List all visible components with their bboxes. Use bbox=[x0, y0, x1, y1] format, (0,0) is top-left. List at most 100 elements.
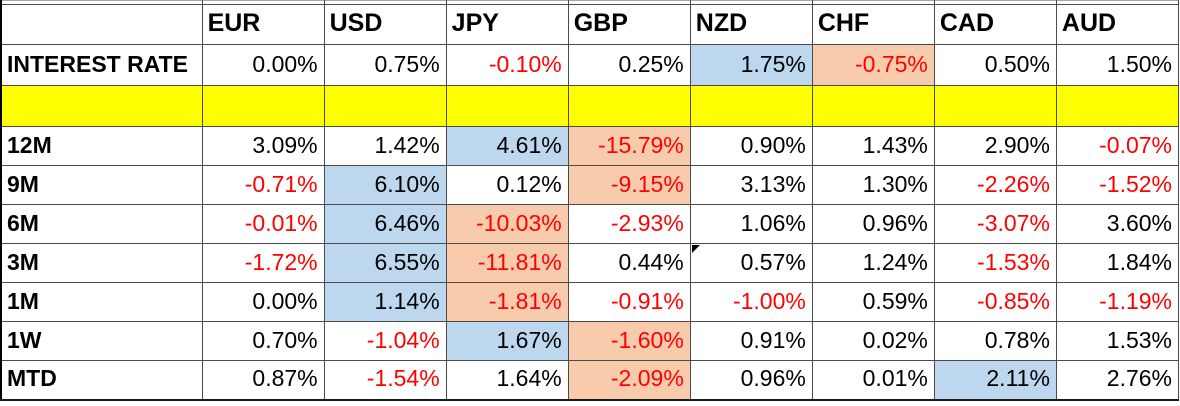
cell-12m-eur[interactable]: 3.09% bbox=[201, 126, 325, 166]
cell-1w-eur[interactable]: 0.70% bbox=[201, 321, 325, 361]
cell-value: -0.71% bbox=[244, 170, 318, 197]
row-interest-rate-label[interactable]: INTEREST RATE bbox=[0, 44, 203, 86]
cell-interest-rate-eur[interactable]: 0.00% bbox=[201, 44, 325, 86]
cell-1w-usd[interactable]: -1.04% bbox=[323, 321, 447, 361]
row-mtd-label[interactable]: MTD bbox=[0, 360, 203, 401]
cell-mtd-nzd[interactable]: 0.96% bbox=[689, 360, 813, 401]
cell-value: 1.14% bbox=[374, 287, 440, 314]
cell-12m-aud[interactable]: -0.07% bbox=[1055, 126, 1180, 166]
cell-1m-jpy[interactable]: -1.81% bbox=[445, 282, 569, 322]
cell-9m-nzd[interactable]: 3.13% bbox=[689, 165, 813, 205]
column-header-eur[interactable]: EUR bbox=[201, 4, 325, 45]
cell-value: 0.70% bbox=[252, 326, 318, 353]
column-header-jpy[interactable]: JPY bbox=[445, 4, 569, 45]
cell-3m-usd[interactable]: 6.55% bbox=[323, 243, 447, 283]
cell-spacer-aud[interactable] bbox=[1055, 85, 1180, 127]
cell-spacer-gbp[interactable] bbox=[567, 85, 691, 127]
cell-spacer-chf[interactable] bbox=[811, 85, 935, 127]
cell-value: -1.53% bbox=[977, 248, 1050, 275]
cell-12m-nzd[interactable]: 0.90% bbox=[689, 126, 813, 166]
column-header-gbp[interactable]: GBP bbox=[567, 4, 691, 45]
cell-interest-rate-aud[interactable]: 1.50% bbox=[1055, 44, 1180, 86]
cell-interest-rate-usd[interactable]: 0.75% bbox=[323, 44, 447, 86]
cell-3m-jpy[interactable]: -11.81% bbox=[445, 243, 569, 283]
cell-value: -1.52% bbox=[1099, 170, 1172, 197]
column-header-aud[interactable]: AUD bbox=[1055, 4, 1180, 45]
cell-12m-cad[interactable]: 2.90% bbox=[933, 126, 1057, 166]
cell-12m-gbp[interactable]: -15.79% bbox=[567, 126, 691, 166]
row-3m-label[interactable]: 3M bbox=[0, 243, 203, 283]
cell-value: -1.60% bbox=[610, 326, 684, 353]
row-1w-label[interactable]: 1W bbox=[0, 321, 203, 361]
cell-6m-eur[interactable]: -0.01% bbox=[201, 204, 325, 244]
row-9m-label[interactable]: 9M bbox=[0, 165, 203, 205]
cell-1m-eur[interactable]: 0.00% bbox=[201, 282, 325, 322]
cell-1w-cad[interactable]: 0.78% bbox=[933, 321, 1057, 361]
cell-9m-cad[interactable]: -2.26% bbox=[933, 165, 1057, 205]
cell-mtd-gbp[interactable]: -2.09% bbox=[567, 360, 691, 401]
cell-spacer-eur[interactable] bbox=[201, 85, 325, 127]
column-header-usd[interactable]: USD bbox=[323, 4, 447, 45]
cell-6m-jpy[interactable]: -10.03% bbox=[445, 204, 569, 244]
cell-1m-chf[interactable]: 0.59% bbox=[811, 282, 935, 322]
cell-6m-gbp[interactable]: -2.93% bbox=[567, 204, 691, 244]
cell-9m-aud[interactable]: -1.52% bbox=[1055, 165, 1180, 205]
cell-mtd-jpy[interactable]: 1.64% bbox=[445, 360, 569, 401]
cell-3m-cad[interactable]: -1.53% bbox=[933, 243, 1057, 283]
cell-spacer-nzd[interactable] bbox=[689, 85, 813, 127]
cell-3m-chf[interactable]: 1.24% bbox=[811, 243, 935, 283]
cell-interest-rate-chf[interactable]: -0.75% bbox=[811, 44, 935, 86]
cell-3m-eur[interactable]: -1.72% bbox=[201, 243, 325, 283]
column-header-cad[interactable]: CAD bbox=[933, 4, 1057, 45]
row-6m-label[interactable]: 6M bbox=[0, 204, 203, 244]
cell-12m-jpy[interactable]: 4.61% bbox=[445, 126, 569, 166]
cell-12m-usd[interactable]: 1.42% bbox=[323, 126, 447, 166]
cell-1m-gbp[interactable]: -0.91% bbox=[567, 282, 691, 322]
cell-1w-nzd[interactable]: 0.91% bbox=[689, 321, 813, 361]
cell-12m-chf[interactable]: 1.43% bbox=[811, 126, 935, 166]
cell-9m-gbp[interactable]: -9.15% bbox=[567, 165, 691, 205]
cell-3m-gbp[interactable]: 0.44% bbox=[567, 243, 691, 283]
cell-1w-aud[interactable]: 1.53% bbox=[1055, 321, 1180, 361]
cell-1m-nzd[interactable]: -1.00% bbox=[689, 282, 813, 322]
cell-interest-rate-gbp[interactable]: 0.25% bbox=[567, 44, 691, 86]
cell-interest-rate-cad[interactable]: 0.50% bbox=[933, 44, 1057, 86]
cell-mtd-usd[interactable]: -1.54% bbox=[323, 360, 447, 401]
cell-mtd-cad[interactable]: 2.11% bbox=[933, 360, 1057, 401]
cell-mtd-chf[interactable]: 0.01% bbox=[811, 360, 935, 401]
row-12m-label[interactable]: 12M bbox=[0, 126, 203, 166]
spacer-row-label[interactable] bbox=[0, 85, 203, 127]
cell-mtd-eur[interactable]: 0.87% bbox=[201, 360, 325, 401]
cell-9m-jpy[interactable]: 0.12% bbox=[445, 165, 569, 205]
cell-spacer-cad[interactable] bbox=[933, 85, 1057, 127]
cell-1w-gbp[interactable]: -1.60% bbox=[567, 321, 691, 361]
cell-1m-aud[interactable]: -1.19% bbox=[1055, 282, 1180, 322]
cell-1w-chf[interactable]: 0.02% bbox=[811, 321, 935, 361]
corner-cell[interactable] bbox=[0, 4, 203, 45]
cell-1m-usd[interactable]: 1.14% bbox=[323, 282, 447, 322]
cell-spacer-jpy[interactable] bbox=[445, 85, 569, 127]
cell-9m-usd[interactable]: 6.10% bbox=[323, 165, 447, 205]
cell-interest-rate-nzd[interactable]: 1.75% bbox=[689, 44, 813, 86]
cell-6m-chf[interactable]: 0.96% bbox=[811, 204, 935, 244]
cell-value: 1.84% bbox=[1106, 248, 1172, 275]
cell-1w-jpy[interactable]: 1.67% bbox=[445, 321, 569, 361]
cell-6m-nzd[interactable]: 1.06% bbox=[689, 204, 813, 244]
cell-9m-chf[interactable]: 1.30% bbox=[811, 165, 935, 205]
cell-9m-eur[interactable]: -0.71% bbox=[201, 165, 325, 205]
row-1m-label[interactable]: 1M bbox=[0, 282, 203, 322]
cell-interest-rate-jpy[interactable]: -0.10% bbox=[445, 44, 569, 86]
cell-mtd-aud[interactable]: 2.76% bbox=[1055, 360, 1180, 401]
column-header-chf[interactable]: CHF bbox=[811, 4, 935, 45]
cell-spacer-usd[interactable] bbox=[323, 85, 447, 127]
cell-6m-cad[interactable]: -3.07% bbox=[933, 204, 1057, 244]
cell-6m-aud[interactable]: 3.60% bbox=[1055, 204, 1180, 244]
cell-value: -2.93% bbox=[610, 209, 684, 236]
column-header-nzd[interactable]: NZD bbox=[689, 4, 813, 45]
cell-1m-cad[interactable]: -0.85% bbox=[933, 282, 1057, 322]
cell-3m-nzd[interactable]: 0.57% bbox=[689, 243, 813, 283]
cell-3m-aud[interactable]: 1.84% bbox=[1055, 243, 1180, 283]
cell-value: 0.00% bbox=[252, 287, 318, 314]
cell-6m-usd[interactable]: 6.46% bbox=[323, 204, 447, 244]
cell-corner-marker-icon bbox=[691, 245, 700, 253]
